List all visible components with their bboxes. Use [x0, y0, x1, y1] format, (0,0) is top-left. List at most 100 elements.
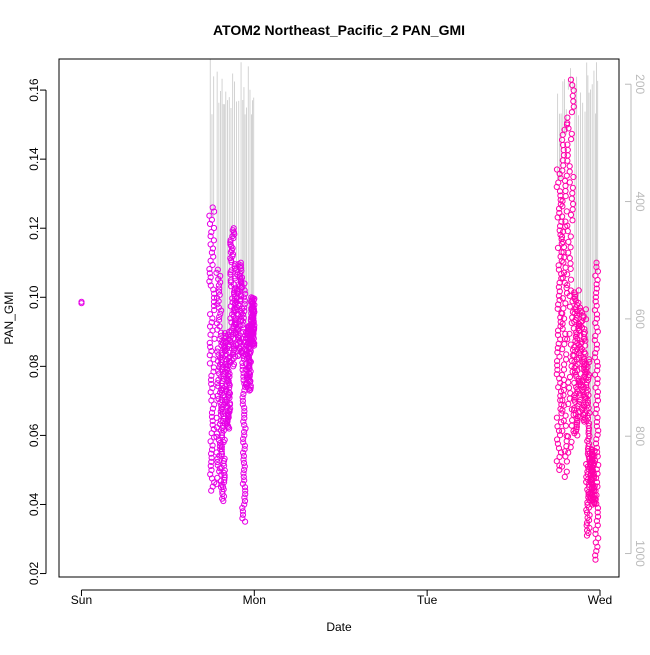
chart-title: ATOM2 Northeast_Pacific_2 PAN_GMI	[213, 22, 465, 38]
data-point	[593, 479, 601, 486]
data-point	[566, 163, 573, 170]
data-point	[593, 492, 600, 499]
data-point	[239, 401, 246, 408]
data-point	[554, 331, 562, 339]
data-point	[241, 432, 248, 439]
data-point	[593, 418, 601, 426]
data-point	[216, 285, 223, 292]
data-point	[217, 329, 225, 336]
plot-frame	[58, 58, 620, 578]
data-point	[565, 379, 572, 386]
right-tick-label: 1000	[633, 540, 647, 567]
data-point	[232, 319, 239, 326]
data-point	[562, 193, 569, 200]
data-point	[230, 225, 237, 232]
data-point	[565, 238, 572, 245]
data-point	[593, 474, 600, 482]
data-point	[240, 459, 248, 467]
data-point	[594, 397, 602, 404]
data-point	[239, 511, 247, 518]
data-point	[210, 237, 217, 244]
data-point	[593, 466, 600, 473]
data-point	[593, 281, 600, 288]
data-point	[239, 480, 246, 487]
data-point	[567, 276, 575, 283]
data-point	[557, 175, 564, 182]
data-point	[225, 368, 232, 375]
data-point	[206, 278, 213, 285]
data-point	[568, 195, 575, 202]
data-point	[208, 487, 215, 494]
data-point	[215, 276, 222, 283]
data-point	[225, 391, 232, 398]
data-point	[565, 400, 572, 408]
data-point	[567, 265, 574, 272]
data-point	[564, 152, 571, 159]
data-point	[241, 408, 248, 415]
data-point	[555, 284, 563, 291]
data-point	[239, 318, 246, 325]
data-point	[239, 394, 246, 401]
data-point	[560, 366, 568, 373]
y-tick-label: 0.08	[27, 354, 41, 378]
data-point	[207, 438, 214, 445]
data-point	[210, 224, 218, 232]
data-point	[593, 264, 600, 271]
data-point	[217, 272, 224, 280]
data-point	[214, 358, 222, 365]
data-point	[566, 168, 573, 175]
data-point	[210, 426, 217, 433]
data-point	[594, 483, 601, 490]
data-point	[247, 384, 254, 391]
data-point	[562, 187, 569, 195]
data-point	[569, 206, 576, 213]
data-point	[595, 535, 602, 542]
data-point	[208, 397, 215, 404]
data-point	[570, 103, 577, 110]
data-point	[554, 436, 561, 443]
data-point	[576, 304, 584, 311]
data-point	[240, 314, 247, 322]
y-axis-label: PAN_GMI	[2, 291, 16, 344]
data-point	[241, 497, 249, 505]
data-point	[593, 548, 600, 555]
data-point	[214, 266, 221, 273]
data-point	[241, 280, 248, 287]
data-point	[594, 449, 601, 456]
data-point	[242, 491, 249, 498]
data-point	[594, 509, 601, 516]
x-tick-label: Sun	[71, 593, 92, 607]
data-point	[206, 360, 213, 367]
data-point	[207, 282, 214, 289]
data-point	[555, 262, 562, 269]
data-point	[563, 356, 570, 363]
data-point	[593, 302, 600, 309]
right-tick-label: 600	[633, 309, 647, 329]
data-point	[592, 410, 599, 417]
data-point	[217, 477, 225, 484]
data-point	[215, 367, 222, 374]
data-point	[208, 249, 215, 256]
data-point	[559, 346, 566, 353]
data-point	[241, 494, 248, 501]
data-point	[556, 227, 563, 234]
data-point	[568, 422, 575, 429]
data-point	[242, 351, 249, 358]
data-point	[594, 367, 601, 374]
data-point	[241, 428, 248, 436]
data-point	[565, 249, 572, 256]
data-point	[237, 259, 244, 266]
data-point	[217, 279, 224, 286]
data-point	[569, 190, 576, 197]
data-point	[564, 114, 571, 121]
data-point	[240, 294, 247, 301]
data-point	[581, 329, 588, 336]
data-point	[567, 244, 574, 251]
data-point	[221, 330, 229, 337]
data-point	[585, 422, 592, 429]
data-point	[209, 446, 216, 453]
data-point	[226, 373, 233, 380]
data-point	[207, 274, 214, 281]
data-point	[239, 283, 246, 290]
